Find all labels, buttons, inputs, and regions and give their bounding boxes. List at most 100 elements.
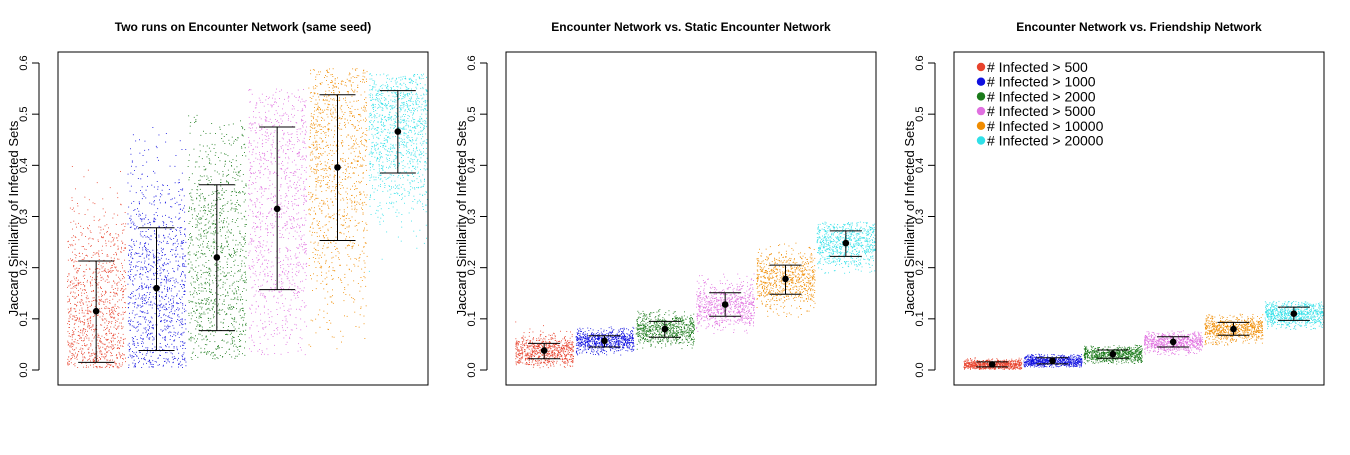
sample-point	[148, 288, 149, 289]
sample-point	[110, 316, 111, 317]
sample-point	[82, 290, 83, 291]
sample-point	[133, 224, 134, 225]
sample-point	[290, 250, 291, 251]
sample-point	[271, 144, 272, 145]
sample-point	[202, 244, 203, 245]
sample-point	[214, 246, 215, 247]
sample-point	[182, 297, 183, 298]
sample-point	[250, 199, 251, 200]
sample-point	[169, 234, 170, 235]
sample-point	[255, 123, 256, 124]
sample-point	[83, 367, 84, 368]
sample-point	[282, 234, 283, 235]
sample-point	[199, 166, 200, 167]
sample-point	[68, 313, 69, 314]
sample-point	[165, 254, 166, 255]
sample-point	[211, 233, 212, 234]
sample-point	[198, 245, 199, 246]
sample-point	[267, 166, 268, 167]
sample-point	[180, 204, 181, 205]
sample-point	[263, 329, 264, 330]
sample-point	[165, 319, 166, 320]
sample-point	[263, 244, 264, 245]
sample-point	[157, 189, 158, 190]
sample-point	[130, 356, 131, 357]
sample-point	[275, 221, 276, 222]
sample-point	[284, 310, 285, 311]
sample-point	[208, 154, 209, 155]
sample-point	[236, 290, 237, 291]
sample-point	[268, 140, 269, 141]
sample-point	[184, 343, 185, 344]
sample-point	[230, 255, 231, 256]
sample-point	[121, 314, 122, 315]
sample-point	[222, 227, 223, 228]
sample-point	[159, 364, 160, 365]
sample-point	[258, 241, 259, 242]
sample-point	[222, 252, 223, 253]
sample-point	[193, 245, 194, 246]
sample-point	[178, 358, 179, 359]
sample-point	[221, 248, 222, 249]
sample-point	[172, 249, 173, 250]
sample-point	[142, 306, 143, 307]
sample-point	[181, 323, 182, 324]
sample-point	[91, 344, 92, 345]
sample-point	[93, 298, 94, 299]
sample-point	[347, 227, 348, 228]
sample-point	[118, 249, 119, 250]
sample-point	[359, 151, 360, 152]
sample-point	[326, 273, 327, 274]
sample-point	[296, 328, 297, 329]
sample-point	[189, 251, 190, 252]
sample-point	[318, 243, 319, 244]
sample-point	[255, 178, 256, 179]
sample-point	[264, 306, 265, 307]
sample-point	[255, 132, 256, 133]
sample-point	[111, 338, 112, 339]
sample-point	[224, 153, 225, 154]
sample-point	[333, 257, 334, 258]
sample-point	[287, 310, 288, 311]
sample-point	[223, 294, 224, 295]
sample-point	[222, 309, 223, 310]
sample-point	[209, 273, 210, 274]
sample-point	[270, 180, 271, 181]
sample-point	[175, 236, 176, 237]
sample-point	[234, 189, 235, 190]
sample-point	[168, 273, 169, 274]
sample-point	[190, 126, 191, 127]
sample-point	[99, 256, 100, 257]
sample-point	[272, 242, 273, 243]
sample-point	[89, 301, 90, 302]
sample-point	[267, 263, 268, 264]
sample-point	[366, 79, 367, 80]
sample-point	[205, 169, 206, 170]
sample-point	[300, 288, 301, 289]
sample-point	[348, 158, 349, 159]
sample-point	[143, 333, 144, 334]
sample-point	[102, 268, 103, 269]
sample-point	[281, 163, 282, 164]
sample-point	[134, 365, 135, 366]
sample-point	[177, 241, 178, 242]
sample-point	[311, 120, 312, 121]
sample-point	[113, 239, 114, 240]
sample-point	[238, 299, 239, 300]
sample-point	[236, 220, 237, 221]
sample-point	[208, 178, 209, 179]
sample-point	[331, 227, 332, 228]
sample-point	[234, 250, 235, 251]
sample-point	[72, 229, 73, 230]
sample-point	[281, 146, 282, 147]
sample-point	[158, 244, 159, 245]
sample-point	[279, 282, 280, 283]
sample-point	[238, 244, 239, 245]
sample-point	[121, 248, 122, 249]
sample-point	[74, 296, 75, 297]
sample-point	[146, 332, 147, 333]
sample-point	[75, 254, 76, 255]
sample-point	[212, 303, 213, 304]
sample-point	[289, 311, 290, 312]
sample-point	[250, 209, 251, 210]
